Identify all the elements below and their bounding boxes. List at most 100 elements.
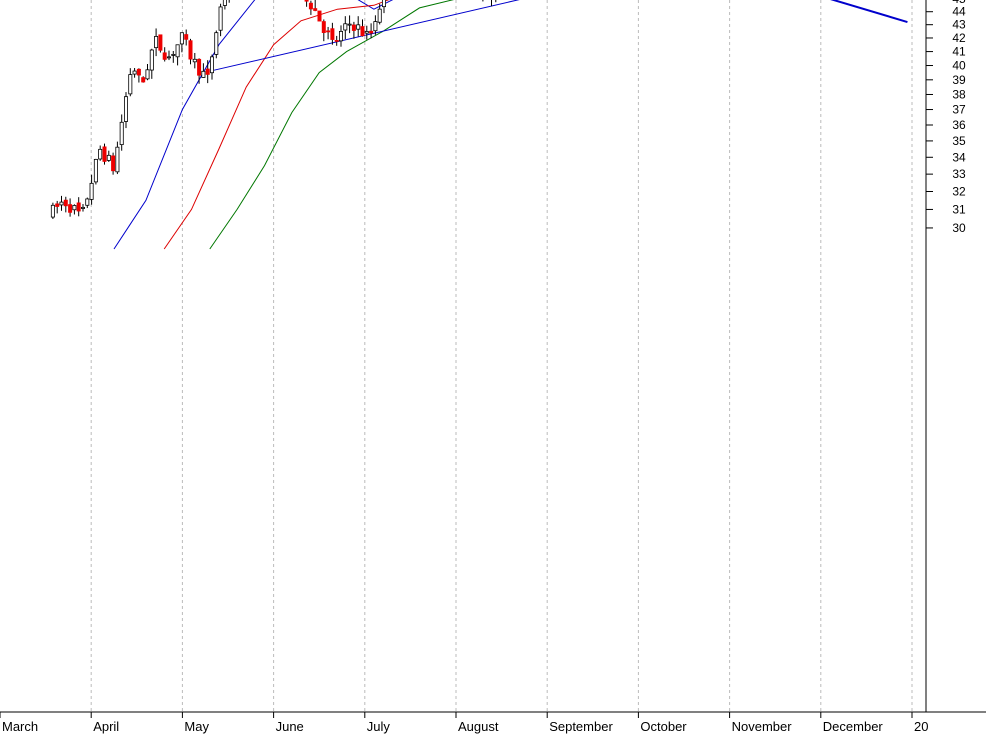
candle-body xyxy=(326,30,331,33)
candlestick xyxy=(197,58,202,84)
price-tick-label: 40 xyxy=(952,59,966,73)
candlestick xyxy=(72,204,77,215)
candlestick xyxy=(102,143,107,165)
candle-body xyxy=(106,154,111,161)
candlestick xyxy=(490,0,492,7)
candle-body xyxy=(179,32,184,45)
candle-body xyxy=(209,56,214,74)
candlestick xyxy=(369,23,374,39)
candlestick xyxy=(162,47,167,62)
candlestick xyxy=(145,64,150,81)
month-label: December xyxy=(823,719,884,734)
candlestick xyxy=(119,114,124,151)
candlestick xyxy=(214,30,219,59)
candle-body xyxy=(89,182,94,200)
candle-body xyxy=(377,8,382,23)
candle-body xyxy=(201,70,206,78)
price-axis: 3031323334353637383940414243444546474849… xyxy=(925,0,966,712)
candle-body xyxy=(85,198,90,206)
candlestick xyxy=(68,198,73,217)
candlestick xyxy=(188,38,193,65)
price-tick-label: 42 xyxy=(952,31,966,45)
candle-body xyxy=(59,201,64,206)
candlestick xyxy=(63,196,68,213)
trendline xyxy=(830,0,908,24)
price-tick-label: 39 xyxy=(952,73,966,87)
price-tick-label: 36 xyxy=(952,118,966,132)
candlestick xyxy=(313,0,318,12)
candle-body xyxy=(175,44,180,58)
candlestick xyxy=(154,28,159,57)
candlestick xyxy=(201,63,206,78)
candle-body xyxy=(343,23,348,31)
candle-body xyxy=(171,54,176,56)
candle-body xyxy=(192,58,197,63)
candle-body xyxy=(188,40,193,60)
candle-body xyxy=(356,24,361,30)
month-label: November xyxy=(732,719,793,734)
price-tick-label: 34 xyxy=(952,150,966,164)
candlestick xyxy=(192,52,197,69)
candlestick xyxy=(347,15,352,34)
candle-body xyxy=(80,206,85,209)
candlestick xyxy=(209,54,214,80)
candle-body xyxy=(128,74,133,95)
candle-body xyxy=(145,69,150,80)
candle-body xyxy=(154,35,159,49)
candlestick xyxy=(360,19,365,37)
candle-body xyxy=(93,158,98,183)
price-tick-label: 31 xyxy=(952,202,966,216)
candlestick xyxy=(184,29,189,46)
candlestick xyxy=(218,3,223,37)
candlestick xyxy=(123,92,128,129)
price-tick-label: 43 xyxy=(952,18,966,32)
price-tick-label: 44 xyxy=(952,5,966,19)
candle-body xyxy=(313,8,318,11)
candlestick xyxy=(373,15,378,35)
candlestick xyxy=(179,32,184,53)
candlestick xyxy=(308,0,313,15)
candle-body xyxy=(119,121,124,146)
candle-body xyxy=(364,31,369,34)
candle-body xyxy=(317,10,322,22)
candle-body xyxy=(50,204,55,218)
candle-body xyxy=(214,32,219,55)
trendline xyxy=(209,0,520,72)
candlestick xyxy=(111,152,116,175)
price-tick-label: 45 xyxy=(952,0,966,6)
candle-body xyxy=(308,2,313,10)
price-tick-label: 35 xyxy=(952,134,966,148)
candlestick xyxy=(80,204,85,212)
candle-body xyxy=(115,146,120,173)
candle-body xyxy=(63,199,68,207)
candlesticks xyxy=(50,0,497,220)
candle-body xyxy=(205,68,210,75)
candle-body xyxy=(351,24,356,31)
candle-body xyxy=(222,0,227,6)
candlestick xyxy=(317,10,322,22)
candle-body xyxy=(334,40,339,42)
candlestick xyxy=(89,174,94,205)
candlestick xyxy=(85,197,90,209)
candle-body xyxy=(132,70,137,75)
price-tick-label: 30 xyxy=(952,221,966,235)
candle-body xyxy=(76,202,81,212)
price-tick-label: 33 xyxy=(952,167,966,181)
candle-body xyxy=(55,203,60,207)
candle-body xyxy=(304,0,309,2)
month-label: August xyxy=(458,719,499,734)
candle-body xyxy=(197,58,202,76)
trendlines xyxy=(209,0,908,72)
candle-body xyxy=(68,204,73,213)
candlestick xyxy=(115,141,120,175)
price-tick-label: 38 xyxy=(952,87,966,101)
candlestick xyxy=(50,202,55,220)
candle-body xyxy=(158,34,163,51)
candlestick xyxy=(128,68,133,97)
candlestick xyxy=(381,0,386,14)
candlestick xyxy=(55,200,60,214)
candle-body xyxy=(123,96,128,122)
month-label: September xyxy=(549,719,613,734)
candlestick xyxy=(136,68,141,83)
